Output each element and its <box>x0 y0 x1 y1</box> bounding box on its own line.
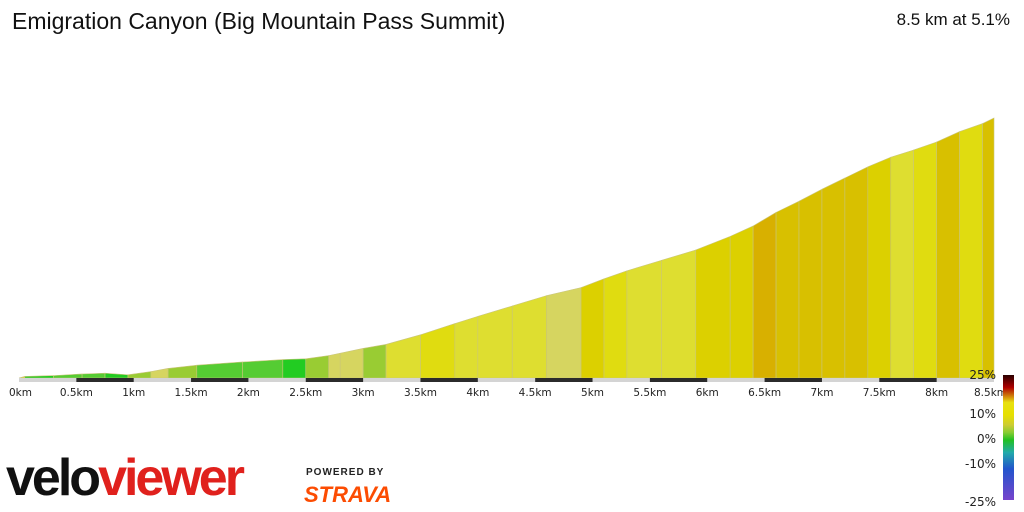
axis-km-band <box>191 378 249 382</box>
gradient-segment <box>81 372 106 379</box>
x-tick-label: 8km <box>925 387 948 399</box>
axis-km-band <box>764 378 822 382</box>
axis-km-band <box>420 378 478 382</box>
legend-label: -25% <box>965 495 996 509</box>
gradient-segment <box>362 344 387 379</box>
axis-km-band <box>649 378 708 382</box>
gradient-segment <box>339 348 364 379</box>
gradient-segments <box>18 117 995 379</box>
strava-logo[interactable]: STRAVA <box>304 482 392 507</box>
axis-km-band <box>879 378 937 382</box>
gradient-segment <box>104 372 129 379</box>
chart-title: Emigration Canyon (Big Mountain Pass Sum… <box>12 8 506 34</box>
gradient-segment <box>695 235 731 379</box>
gradient-segment <box>167 364 198 379</box>
x-tick-label: 5.5km <box>633 387 666 399</box>
distance-ticks: 0km 0.5km 1km 1.5km 2km 2.5km 3km 3.5km 4km 4.5km… <box>9 387 1007 399</box>
x-tick-label: 4.5km <box>519 387 552 399</box>
legend-label: 0% <box>977 432 996 446</box>
gradient-segment <box>477 305 513 379</box>
gradient-segment <box>775 200 800 379</box>
gradient-scale-bar <box>1003 375 1014 500</box>
x-tick-label: 2.5km <box>289 387 322 399</box>
gradient-segment <box>242 359 284 379</box>
gradient-segment <box>385 334 421 379</box>
gradient-segment <box>913 141 937 379</box>
gradient-segment <box>661 249 697 379</box>
legend-label: 10% <box>969 407 996 421</box>
x-tick-label: 6km <box>696 387 719 399</box>
gradient-segment <box>580 278 605 379</box>
x-tick-label: 6.5km <box>748 387 781 399</box>
gradient-segment <box>890 149 915 379</box>
gradient-segment <box>626 259 662 379</box>
x-tick-label: 7km <box>810 387 833 399</box>
gradient-segment <box>305 355 330 379</box>
gradient-segment <box>982 117 995 379</box>
x-tick-label: 5km <box>581 387 604 399</box>
gradient-segment <box>328 352 341 379</box>
x-tick-label: 3km <box>352 387 375 399</box>
x-tick-label: 4km <box>466 387 489 399</box>
x-tick-label: 0km <box>9 387 32 399</box>
gradient-segment <box>196 361 243 379</box>
gradient-segment <box>936 131 960 379</box>
climb-summary: 8.5 km at 5.1% <box>896 10 1010 29</box>
x-tick-label: 0.5km <box>60 387 93 399</box>
gradient-segment <box>420 323 456 379</box>
gradient-segment <box>821 177 846 379</box>
gradient-segment <box>546 287 582 379</box>
x-tick-label: 7.5km <box>863 387 896 399</box>
gradient-segment <box>959 123 983 379</box>
gradient-segment <box>511 295 547 379</box>
x-tick-label: 3.5km <box>404 387 437 399</box>
gradient-segment <box>603 270 628 379</box>
gradient-segment <box>150 368 169 379</box>
veloviewer-logo[interactable]: veloviewer <box>6 449 245 507</box>
distance-axis <box>19 378 994 382</box>
axis-km-band <box>76 378 134 382</box>
gradient-segment <box>729 225 754 379</box>
axis-km-band <box>305 378 364 382</box>
legend-label: -10% <box>965 457 996 471</box>
gradient-legend: 25% 10% 0% -10% -25% <box>965 368 1014 509</box>
axis-km-band <box>535 378 593 382</box>
gradient-segment <box>844 166 869 379</box>
x-tick-label: 1.5km <box>175 387 208 399</box>
gradient-segment <box>798 188 823 379</box>
gradient-segment <box>454 315 479 379</box>
gradient-segment <box>18 376 26 379</box>
x-tick-label: 1km <box>122 387 145 399</box>
logo-velo-text: velo <box>6 449 101 507</box>
powered-by-label: POWERED BY <box>306 467 385 478</box>
gradient-segment <box>282 358 307 379</box>
legend-label: 25% <box>969 368 996 382</box>
x-tick-label: 2km <box>237 387 260 399</box>
axis-baseline <box>19 378 994 382</box>
gradient-segment <box>24 375 54 379</box>
gradient-segment <box>53 373 83 379</box>
gradient-segment <box>752 211 777 379</box>
x-tick-label: 8.5km <box>974 387 1007 399</box>
gradient-segment <box>867 156 892 379</box>
logo-viewer-text: viewer <box>98 449 245 507</box>
gradient-segment <box>127 371 152 379</box>
